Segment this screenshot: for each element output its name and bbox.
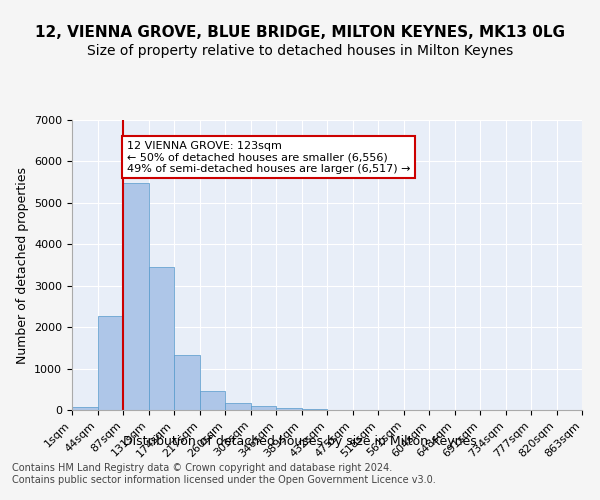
Bar [97, 316, 123, 410]
Bar [123, 183, 149, 410]
Text: Distribution of detached houses by size in Milton Keynes: Distribution of detached houses by size … [123, 435, 477, 448]
Text: Contains HM Land Registry data © Crown copyright and database right 2024.
Contai: Contains HM Land Registry data © Crown c… [12, 464, 436, 485]
Bar [251, 406, 276, 410]
Bar [276, 408, 302, 410]
Text: 12, VIENNA GROVE, BLUE BRIDGE, MILTON KEYNES, MK13 0LG: 12, VIENNA GROVE, BLUE BRIDGE, MILTON KE… [35, 25, 565, 40]
Bar [225, 404, 251, 410]
Y-axis label: Number of detached properties: Number of detached properties [16, 166, 29, 364]
Bar [302, 409, 327, 410]
Bar [149, 267, 174, 410]
Text: 12 VIENNA GROVE: 123sqm
← 50% of detached houses are smaller (6,556)
49% of semi: 12 VIENNA GROVE: 123sqm ← 50% of detache… [127, 140, 410, 174]
Bar [199, 391, 225, 410]
Text: Size of property relative to detached houses in Milton Keynes: Size of property relative to detached ho… [87, 44, 513, 58]
Bar [174, 356, 199, 410]
Bar [72, 406, 97, 410]
